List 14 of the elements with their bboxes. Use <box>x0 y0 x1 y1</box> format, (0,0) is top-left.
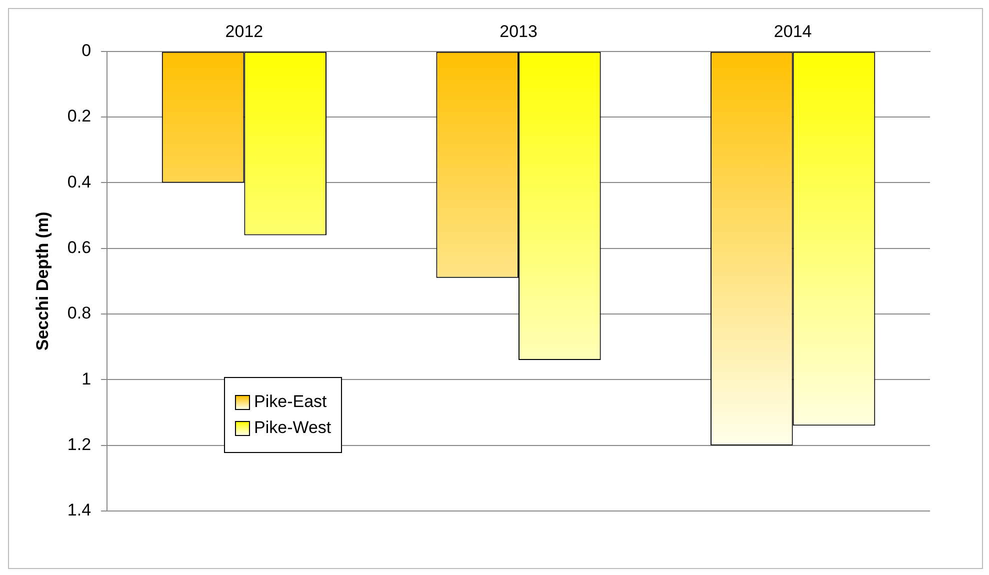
x-tick-label: 2012 <box>225 22 264 41</box>
y-tick-label: 0 <box>82 41 92 60</box>
x-tick-label: 2013 <box>500 22 538 41</box>
y-tick-label: 0.8 <box>67 304 92 323</box>
y-tick-label: 1 <box>82 369 92 388</box>
y-tick-label: 0.6 <box>67 238 92 258</box>
y-tick-label: 1.4 <box>67 500 92 520</box>
y-tick-label: 0.2 <box>67 106 92 126</box>
legend-label: Pike-East <box>254 392 327 412</box>
y-tick-label: 0.4 <box>67 172 92 192</box>
x-tick-label: 2014 <box>774 22 812 41</box>
y-tick-label: 1.2 <box>67 435 92 454</box>
y-axis-title: Secchi Depth (m) <box>32 212 52 351</box>
legend-label: Pike-West <box>254 418 332 438</box>
